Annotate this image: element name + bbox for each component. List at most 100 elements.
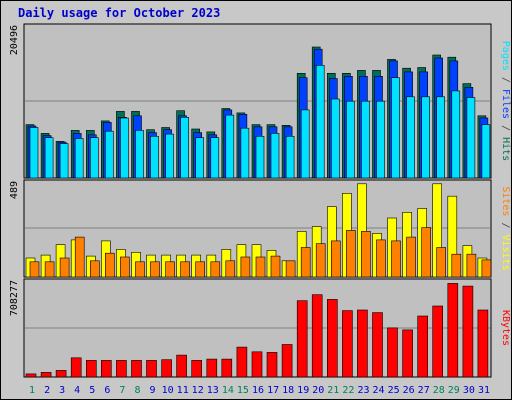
hits-bar-pages-9 — [150, 136, 159, 179]
kbytes-bar-kbytes-11 — [176, 354, 187, 378]
x-tick-label-20: 20 — [312, 385, 324, 396]
hits-bar-pages-7 — [120, 117, 129, 179]
visits-bar-sites-29 — [451, 253, 462, 278]
hits-bar-pages-5 — [90, 137, 99, 179]
hits-bar-pages-27 — [421, 96, 431, 179]
visits-bar-sites-24 — [376, 239, 386, 278]
x-tick-label-17: 17 — [267, 385, 279, 396]
kbytes-bar-kbytes-22 — [342, 310, 353, 378]
visits-bar-sites-28 — [436, 247, 447, 278]
kbytes-bar-kbytes-12 — [191, 360, 202, 378]
hits-bar-pages-31 — [481, 124, 491, 179]
hits-bar-pages-29 — [451, 90, 461, 179]
x-tick-label-8: 8 — [134, 385, 140, 396]
hits-bar-pages-30 — [466, 97, 476, 179]
kbytes-bar-kbytes-17 — [266, 352, 278, 378]
kbytes-series-label: KBytes — [500, 310, 511, 346]
visits-bar-sites-20 — [315, 243, 326, 278]
kbytes-bar-kbytes-5 — [86, 360, 97, 378]
x-tick-label-3: 3 — [59, 385, 65, 396]
kbytes-bar-kbytes-15 — [236, 346, 248, 378]
hits-bar-pages-21 — [330, 98, 340, 179]
visits-bar-sites-30 — [466, 253, 477, 278]
visits-bar-sites-16 — [255, 256, 266, 278]
hits-bar-pages-14 — [225, 114, 235, 179]
x-tick-label-18: 18 — [282, 385, 294, 396]
kbytes-bar-kbytes-31 — [477, 309, 489, 378]
x-tick-label-7: 7 — [119, 385, 125, 396]
visits-bar-sites-17 — [270, 255, 281, 278]
hits-bar-pages-16 — [255, 136, 265, 179]
hits-bar-pages-24 — [376, 100, 385, 179]
hits-bar-pages-6 — [105, 130, 114, 179]
hits-bar-pages-2 — [44, 137, 54, 179]
kbytes-bar-kbytes-2 — [40, 372, 52, 378]
kbytes-bar-kbytes-14 — [221, 358, 233, 378]
x-tick-label-11: 11 — [177, 385, 189, 396]
kbytes-bar-kbytes-13 — [206, 358, 218, 378]
visits-bar-sites-5 — [90, 260, 100, 278]
hits-series-label: Pages / Files / Hits — [500, 41, 511, 161]
hits-bar-pages-23 — [361, 100, 370, 179]
hits-label-part-4: Hits — [500, 137, 511, 161]
chart-title: Daily usage for October 2023 — [18, 6, 221, 20]
x-tick-label-13: 13 — [207, 385, 219, 396]
kbytes-bar-kbytes-29 — [447, 283, 459, 378]
hits-label-part-1: / — [500, 71, 511, 89]
x-tick-label-24: 24 — [372, 385, 384, 396]
visits-y-tick-label: 489 — [9, 181, 20, 199]
kbytes-label-part-0: KBytes — [500, 310, 511, 346]
hits-bar-pages-11 — [180, 117, 189, 179]
kbytes-bar-kbytes-8 — [131, 360, 142, 378]
visits-bar-sites-27 — [421, 227, 432, 278]
hits-bar-pages-20 — [315, 65, 325, 179]
visits-bar-sites-6 — [105, 252, 115, 278]
x-tick-label-22: 22 — [342, 385, 354, 396]
kbytes-y-tick-label: 708277 — [9, 280, 20, 316]
kbytes-bar-kbytes-6 — [101, 360, 112, 378]
kbytes-bar-kbytes-28 — [432, 305, 444, 378]
visits-bar-sites-11 — [180, 261, 190, 278]
hits-bar-pages-12 — [195, 137, 204, 179]
hits-label-part-0: Pages — [500, 41, 511, 71]
x-tick-label-9: 9 — [149, 385, 155, 396]
x-tick-label-4: 4 — [74, 385, 80, 396]
hits-bar-pages-25 — [391, 77, 400, 179]
x-tick-label-16: 16 — [252, 385, 264, 396]
kbytes-bar-kbytes-20 — [311, 294, 323, 378]
x-tick-label-14: 14 — [222, 385, 234, 396]
kbytes-bar-kbytes-9 — [146, 360, 157, 378]
kbytes-bar-kbytes-27 — [417, 315, 429, 378]
visits-bar-sites-18 — [285, 260, 296, 278]
kbytes-bar-kbytes-30 — [462, 285, 474, 378]
kbytes-bar-kbytes-21 — [326, 299, 338, 378]
hits-bar-pages-22 — [346, 100, 355, 179]
visits-bar-sites-15 — [240, 256, 251, 278]
hits-bar-pages-19 — [300, 109, 310, 179]
visits-label-part-2: Visits — [500, 235, 511, 271]
hits-bar-pages-4 — [74, 138, 84, 179]
kbytes-bar-kbytes-19 — [296, 300, 308, 378]
visits-series-label: Sites / Visits — [500, 186, 511, 270]
kbytes-bar-kbytes-23 — [357, 309, 368, 378]
hits-bar-pages-18 — [285, 136, 295, 179]
kbytes-bar-kbytes-3 — [55, 370, 67, 378]
hits-bar-pages-17 — [270, 133, 280, 179]
kbytes-bar-kbytes-25 — [387, 327, 398, 378]
x-tick-label-10: 10 — [162, 385, 174, 396]
x-tick-label-31: 31 — [478, 385, 490, 396]
visits-bar-sites-7 — [120, 256, 130, 278]
visits-bar-sites-22 — [346, 230, 356, 278]
visits-bar-sites-1 — [29, 261, 40, 278]
visits-label-part-1: / — [500, 216, 511, 234]
x-tick-label-30: 30 — [463, 385, 475, 396]
x-tick-label-28: 28 — [433, 385, 445, 396]
kbytes-bar-kbytes-1 — [25, 373, 37, 378]
visits-bar-sites-19 — [300, 247, 311, 278]
visits-bar-sites-12 — [195, 261, 205, 278]
hits-bar-pages-28 — [436, 96, 446, 179]
hits-label-part-3: / — [500, 119, 511, 137]
x-tick-label-1: 1 — [29, 385, 35, 396]
visits-bar-sites-9 — [150, 261, 160, 278]
visits-bar-sites-21 — [330, 240, 341, 278]
